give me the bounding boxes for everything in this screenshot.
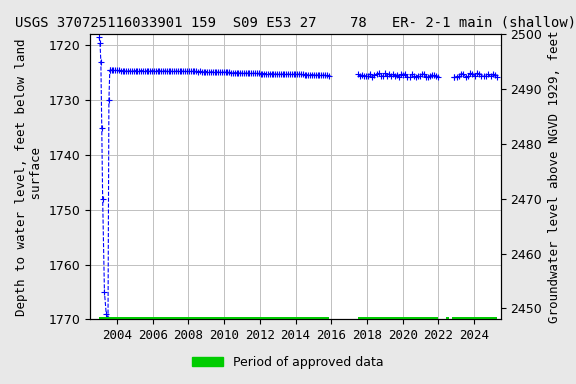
- Bar: [446, 317, 449, 327]
- Bar: [99, 317, 328, 327]
- Title: USGS 370725116033901 159  S09 E53 27    78   ER- 2-1 main (shallow): USGS 370725116033901 159 S09 E53 27 78 E…: [15, 15, 576, 29]
- Bar: [358, 317, 438, 327]
- Legend: Period of approved data: Period of approved data: [187, 351, 389, 374]
- Y-axis label: Groundwater level above NGVD 1929, feet: Groundwater level above NGVD 1929, feet: [548, 31, 561, 323]
- Y-axis label: Depth to water level, feet below land
 surface: Depth to water level, feet below land su…: [15, 38, 43, 316]
- Bar: [452, 317, 497, 327]
